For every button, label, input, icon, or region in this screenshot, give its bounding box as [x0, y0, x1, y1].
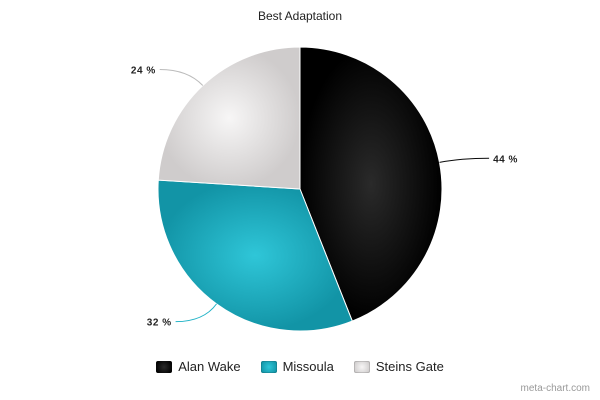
legend-swatch — [353, 360, 370, 373]
legend-item-steins-gate[interactable]: Steins Gate — [353, 359, 444, 374]
chart-title: Best Adaptation — [257, 9, 343, 23]
legend-label: Missoula — [282, 359, 334, 374]
legend-item-alan-wake[interactable]: Alan Wake — [156, 359, 241, 374]
slice-steins-gate[interactable] — [157, 46, 301, 190]
slice-label-alan-wake: 44 % — [493, 154, 518, 165]
watermark: meta-chart.com — [520, 383, 590, 394]
legend-label: Alan Wake — [178, 359, 241, 374]
legend: Alan Wake Missoula Steins Gate — [0, 359, 600, 374]
label-connector — [439, 157, 490, 163]
legend-swatch — [156, 360, 173, 373]
legend-item-missoula[interactable]: Missoula — [260, 359, 334, 374]
slice-missoula[interactable] — [157, 179, 353, 332]
slice-alan-wake[interactable] — [299, 46, 443, 322]
label-connector — [175, 303, 217, 323]
legend-swatch — [260, 360, 277, 373]
slice-label-missoula: 32 % — [147, 318, 172, 329]
slice-label-steins-gate: 24 % — [131, 65, 156, 76]
legend-label: Steins Gate — [375, 359, 444, 374]
label-connector — [159, 68, 204, 86]
